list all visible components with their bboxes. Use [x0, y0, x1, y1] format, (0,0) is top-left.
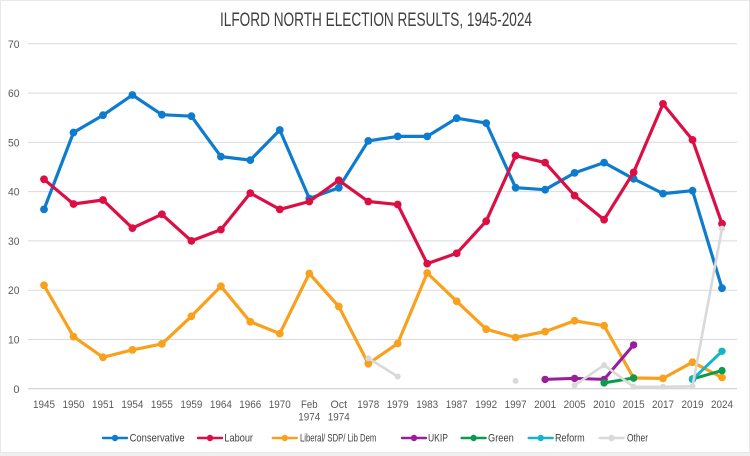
svg-text:70: 70 — [8, 39, 20, 51]
svg-text:1966: 1966 — [239, 399, 261, 411]
svg-text:2001: 2001 — [534, 399, 556, 411]
svg-text:1945: 1945 — [33, 399, 55, 411]
svg-text:20: 20 — [8, 285, 20, 297]
svg-text:1983: 1983 — [416, 399, 438, 411]
svg-text:1978: 1978 — [357, 399, 379, 411]
svg-text:1955: 1955 — [151, 399, 173, 411]
svg-text:1959: 1959 — [180, 399, 202, 411]
svg-text:2017: 2017 — [652, 399, 674, 411]
svg-text:Conservative: Conservative — [130, 433, 185, 445]
svg-text:1992: 1992 — [475, 399, 497, 411]
svg-text:Oct: Oct — [331, 399, 348, 411]
svg-text:1950: 1950 — [63, 399, 85, 411]
svg-text:1970: 1970 — [269, 399, 291, 411]
svg-text:1964: 1964 — [210, 399, 232, 411]
svg-text:1954: 1954 — [121, 399, 143, 411]
svg-text:30: 30 — [8, 236, 20, 248]
svg-text:Other: Other — [627, 433, 648, 445]
svg-text:1979: 1979 — [387, 399, 409, 411]
svg-text:Feb: Feb — [301, 399, 318, 411]
svg-text:1974: 1974 — [328, 412, 350, 424]
svg-text:2019: 2019 — [682, 399, 704, 411]
svg-text:Labour: Labour — [224, 433, 253, 445]
svg-text:2005: 2005 — [564, 399, 586, 411]
svg-text:2010: 2010 — [593, 399, 615, 411]
svg-text:40: 40 — [8, 187, 20, 199]
svg-text:50: 50 — [8, 137, 20, 149]
svg-text:Green: Green — [488, 433, 514, 445]
svg-text:2015: 2015 — [623, 399, 645, 411]
svg-text:UKIP: UKIP — [428, 433, 448, 445]
svg-text:Reform: Reform — [555, 433, 585, 445]
svg-text:10: 10 — [8, 335, 20, 347]
svg-text:ILFORD NORTH ELECTION RESULTS,: ILFORD NORTH ELECTION RESULTS, 1945-2024 — [220, 10, 532, 31]
svg-text:Liberal/ SDP/ Lib Dem: Liberal/ SDP/ Lib Dem — [300, 433, 376, 445]
svg-text:1974: 1974 — [298, 412, 320, 424]
svg-text:1951: 1951 — [92, 399, 114, 411]
svg-text:1987: 1987 — [446, 399, 468, 411]
svg-text:1997: 1997 — [505, 399, 527, 411]
svg-text:0: 0 — [13, 384, 19, 396]
svg-text:2024: 2024 — [711, 399, 733, 411]
svg-text:60: 60 — [8, 88, 20, 100]
